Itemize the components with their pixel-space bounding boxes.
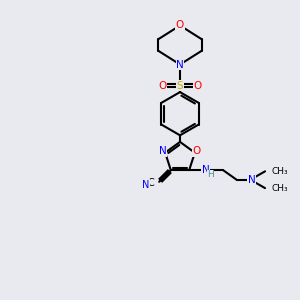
Text: N: N xyxy=(159,146,167,156)
Text: CH₃: CH₃ xyxy=(272,167,288,176)
Text: N: N xyxy=(142,180,149,190)
Text: C: C xyxy=(148,178,154,188)
Text: S: S xyxy=(177,80,183,91)
Text: N: N xyxy=(248,175,255,185)
Text: N: N xyxy=(176,59,184,70)
Text: O: O xyxy=(193,80,202,91)
Text: H: H xyxy=(207,170,214,179)
Text: O: O xyxy=(193,146,201,156)
Text: N: N xyxy=(202,165,209,175)
Text: O: O xyxy=(158,80,167,91)
Text: O: O xyxy=(176,20,184,31)
Text: CH₃: CH₃ xyxy=(272,184,288,193)
